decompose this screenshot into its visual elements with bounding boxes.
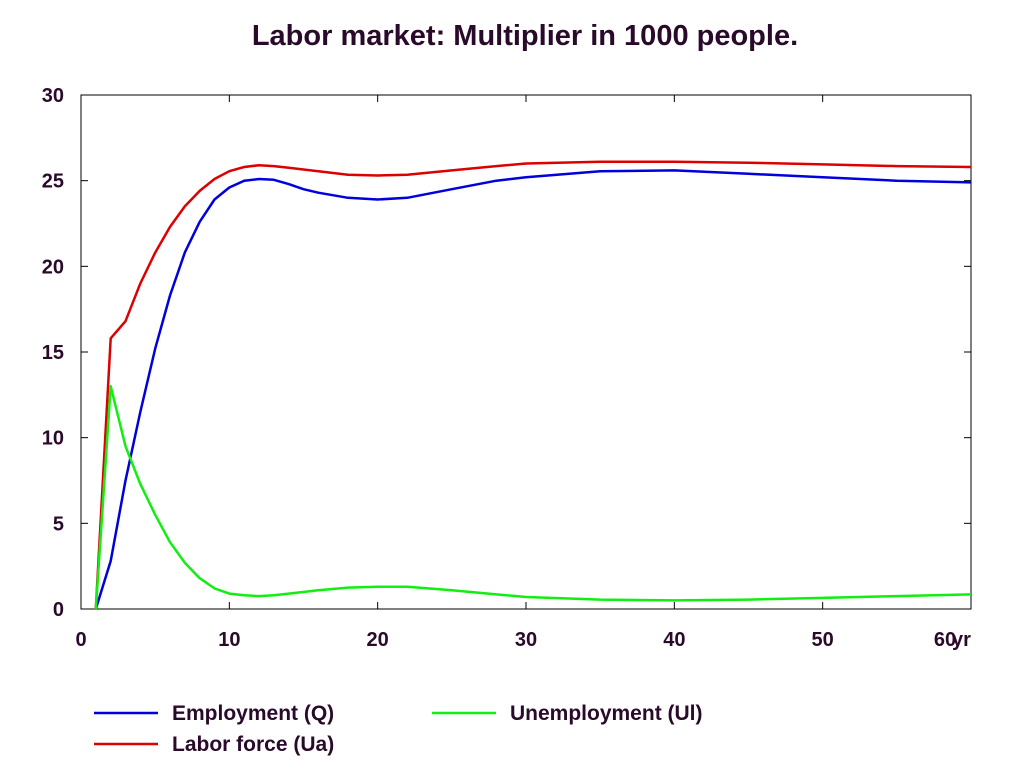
x-tick-label: 60 [934, 629, 956, 651]
x-tick-label: 0 [75, 629, 86, 651]
series-line-unemployment-ul [94, 385, 972, 610]
y-tick-label: 20 [42, 256, 64, 278]
legend: Employment (Q) Labor force (Ua) Unemployme… [94, 702, 703, 756]
y-tick-label: 25 [42, 171, 64, 193]
plot-frame [80, 94, 972, 610]
y-tick-label: 5 [53, 513, 64, 535]
x-tick-label: 20 [367, 629, 389, 651]
legend-label: Unemployment (Ul) [510, 702, 703, 725]
legend-label: Employment (Q) [172, 702, 334, 725]
x-tick-label: 30 [515, 629, 537, 651]
x-tick-label: 50 [812, 629, 834, 651]
x-tick-label: 10 [218, 629, 240, 651]
legend-label: Labor force (Ua) [172, 733, 334, 756]
y-tick-label: 0 [53, 599, 64, 621]
y-tick-label: 10 [42, 428, 64, 450]
chart-title: Labor market: Multiplier in 1000 people. [251, 20, 799, 52]
x-unit-label: yr [952, 629, 971, 651]
x-tick-label: 40 [663, 629, 685, 651]
series-lines [94, 160, 972, 610]
y-tick-label: 30 [42, 85, 64, 107]
y-tick-label: 15 [42, 342, 64, 364]
series-line-employment-q [94, 169, 972, 610]
series-line-labor-force-ua [94, 160, 972, 610]
